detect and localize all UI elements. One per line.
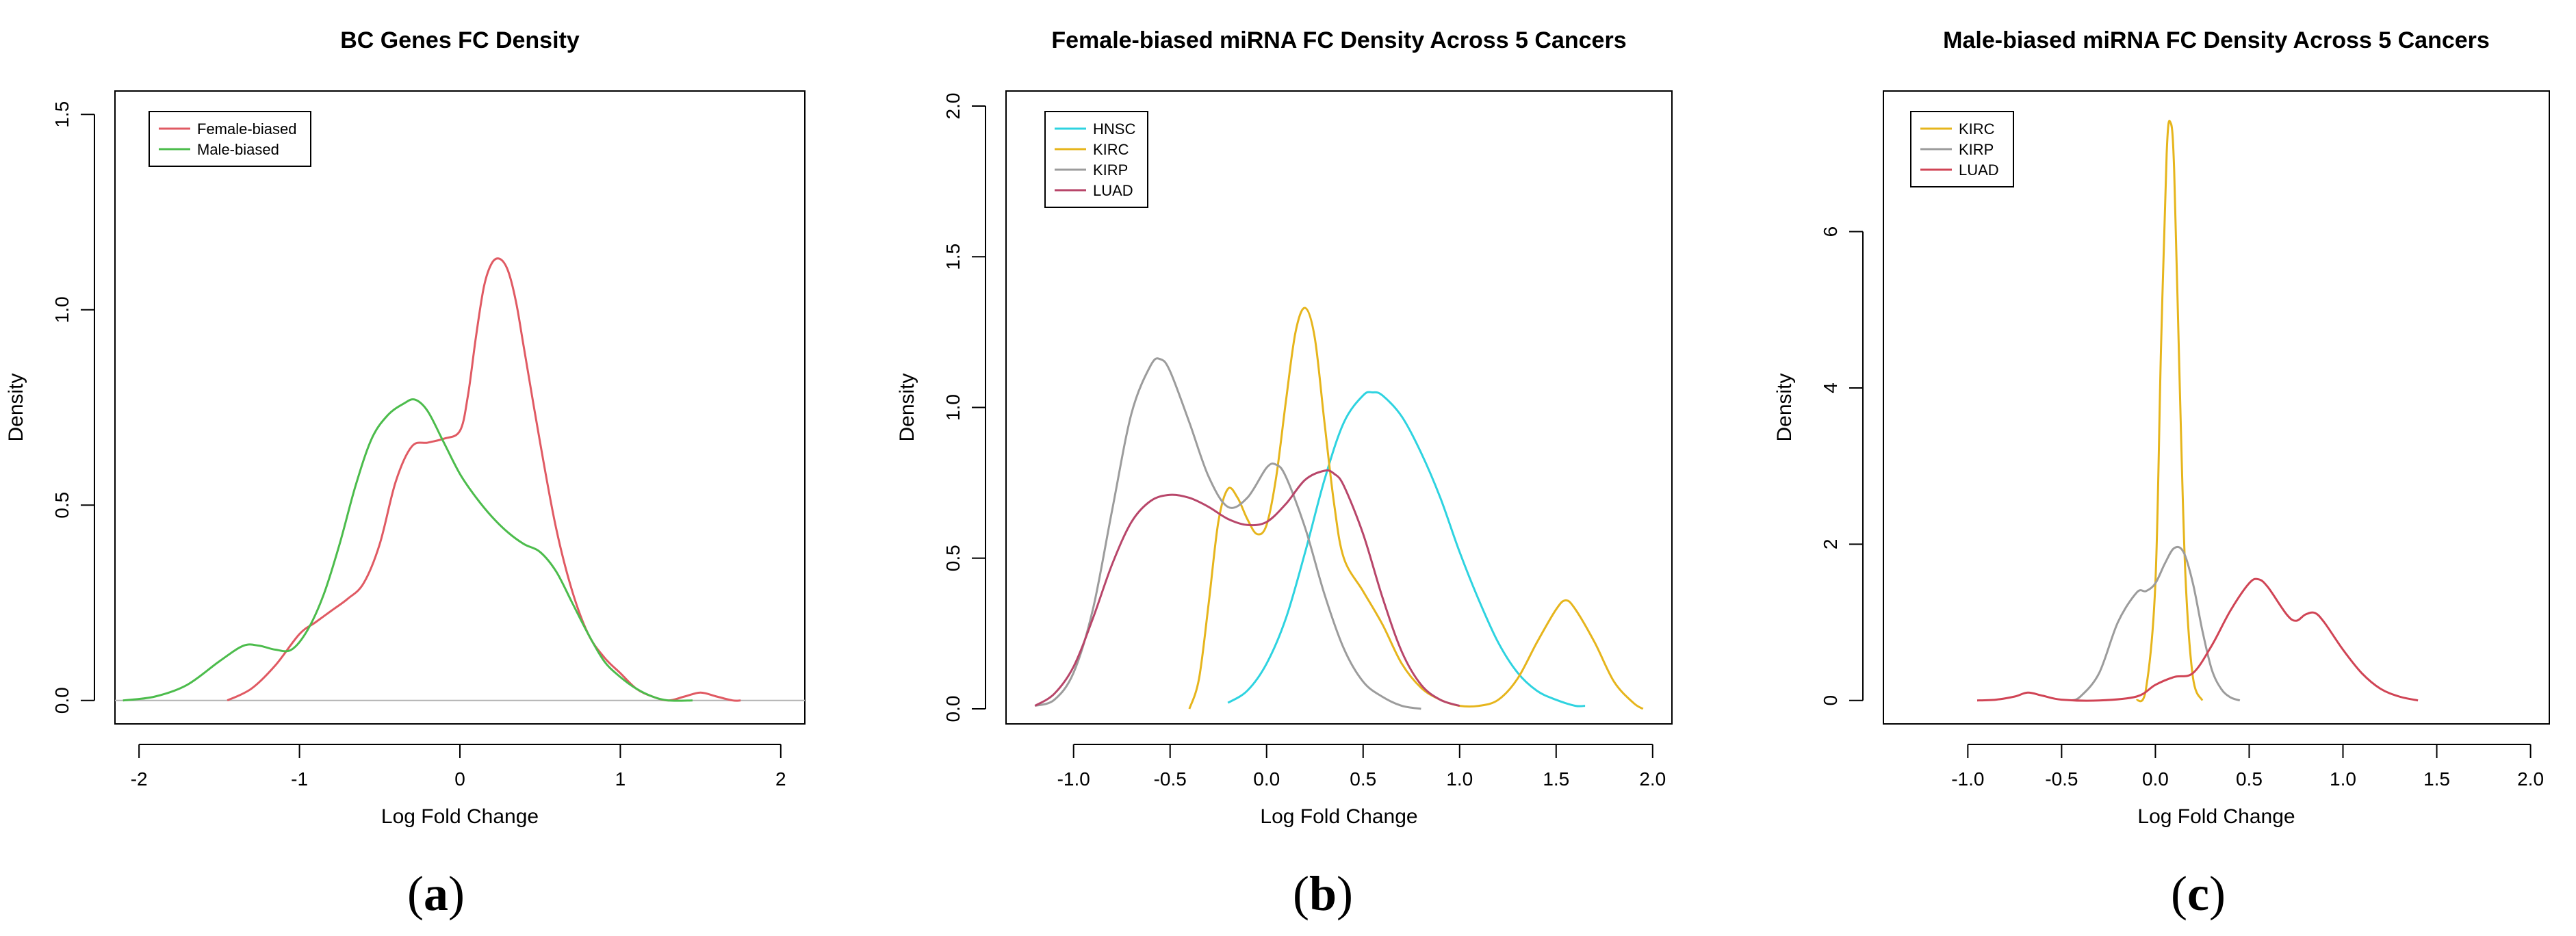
series-line-luad: [1034, 469, 1460, 707]
y-tick-label: 1.0: [51, 296, 73, 323]
legend: Female-biased Male-biased: [149, 111, 311, 167]
panel-label-b: (b): [1292, 866, 1353, 921]
y-axis-label: Density: [896, 373, 918, 441]
y-tick-label: 2.0: [942, 93, 964, 120]
x-tick-label: 1.0: [1446, 768, 1473, 790]
series-line-kirc: [2135, 120, 2204, 703]
y-tick-label: 0: [1820, 695, 1841, 706]
chart-title: Male-biased miRNA FC Density Across 5 Ca…: [1943, 27, 2490, 53]
legend-item-label: LUAD: [1959, 161, 1999, 179]
legend-item-label: Female-biased: [197, 120, 297, 138]
y-axis-label: Density: [5, 373, 27, 441]
x-tick-label: 0.0: [1253, 768, 1280, 790]
y-tick-label: 1.0: [942, 394, 964, 421]
series-line-hnsc: [1227, 391, 1586, 707]
x-axis-label: Log Fold Change: [1260, 805, 1417, 828]
x-tick-label: 2: [775, 768, 786, 790]
y-tick-label: 0.5: [942, 545, 964, 571]
panel-b-chart: Female-biased miRNA FC Density Across 5 …: [896, 27, 1673, 828]
panel-a-chart: BC Genes FC Density -2 -1 0 1 2 Log Fold Chang…: [5, 27, 806, 828]
series-line-kirp: [1034, 357, 1421, 710]
x-tick-label: -0.5: [2045, 768, 2078, 790]
legend-item-label: KIRC: [1093, 141, 1129, 158]
x-tick-label: 0: [454, 768, 465, 790]
y-tick-label: 0.5: [51, 492, 73, 519]
legend-item-label: LUAD: [1093, 182, 1133, 199]
chart-title: BC Genes FC Density: [340, 27, 580, 53]
x-tick-label: 1.5: [1543, 768, 1569, 790]
x-tick-label: -1.0: [1057, 768, 1090, 790]
y-tick-label: 1.5: [942, 244, 964, 270]
plot-frame: [114, 90, 806, 725]
y-tick-label: 6: [1820, 226, 1841, 237]
x-tick-label: 1.5: [2423, 768, 2450, 790]
x-tick-label: -1.0: [1951, 768, 1984, 790]
x-tick-label: -1: [291, 768, 308, 790]
x-tick-label: 0.5: [2236, 768, 2263, 790]
y-tick-label: 0.0: [942, 696, 964, 723]
x-tick-label: 0.0: [2142, 768, 2169, 790]
x-tick-label: 1.0: [2330, 768, 2356, 790]
plot-frame: [1883, 90, 2550, 725]
series-line-kirp: [2070, 545, 2241, 702]
x-tick-label: 2.0: [2517, 768, 2544, 790]
legend-item-label: KIRP: [1959, 141, 1994, 158]
legend-item-label: Male-biased: [197, 141, 279, 158]
series-line-kirc: [1188, 307, 1644, 710]
plot-frame: [1005, 90, 1673, 725]
panel-label-c: (c): [2171, 866, 2226, 921]
legend-box: [149, 111, 311, 167]
y-tick-label: 2: [1820, 539, 1841, 550]
x-tick-label: -2: [131, 768, 148, 790]
x-tick-label: -0.5: [1154, 768, 1187, 790]
legend: HNSC KIRC KIRP LUAD: [1044, 111, 1148, 208]
series-line-male-biased: [123, 398, 693, 702]
y-tick-label: 0.0: [51, 687, 73, 714]
x-axis-label: Log Fold Change: [381, 805, 539, 828]
legend-box: [1044, 111, 1148, 208]
x-tick-label: 0.5: [1350, 768, 1376, 790]
x-axis-label: Log Fold Change: [2137, 805, 2295, 828]
legend-item-label: HNSC: [1093, 120, 1135, 138]
legend: KIRC KIRP LUAD: [1910, 111, 2014, 187]
x-tick-label: 1: [615, 768, 626, 790]
y-tick-label: 4: [1820, 382, 1841, 393]
y-axis-label: Density: [1773, 373, 1796, 441]
panel-label-a: (a): [407, 866, 465, 921]
panel-c-chart: Male-biased miRNA FC Density Across 5 Ca…: [1773, 27, 2550, 828]
chart-title: Female-biased miRNA FC Density Across 5 …: [1051, 27, 1626, 53]
legend-item-label: KIRC: [1959, 120, 1995, 138]
y-tick-label: 1.5: [51, 101, 73, 128]
legend-item-label: KIRP: [1093, 161, 1128, 179]
x-tick-label: 2.0: [1639, 768, 1666, 790]
series-line-luad: [1976, 577, 2419, 702]
